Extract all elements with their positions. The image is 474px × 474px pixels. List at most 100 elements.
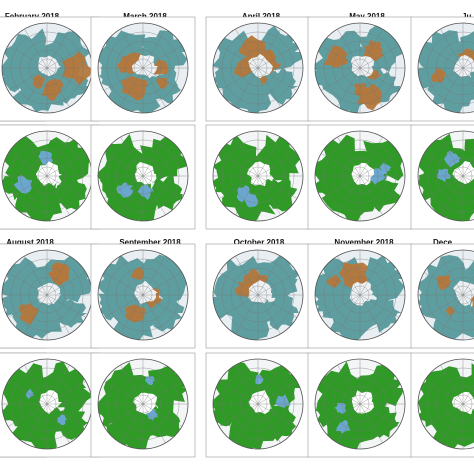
month-title-r1-c2: March 2018 [123,12,167,21]
month-title-r1-c4: May 2018 [349,12,385,21]
map-r2-c1-top [0,243,100,349]
disc-outline [314,358,406,450]
disc-outline [314,130,406,222]
ice-cap [453,55,474,77]
polar-disc [315,23,405,113]
graticule [418,131,474,221]
graticule [98,131,188,221]
highlight-patch [362,39,384,62]
disc-outline [212,249,304,341]
highlight-patch [379,162,392,175]
polar-disc [98,23,188,113]
graticule [315,250,405,340]
highlight-patch [156,77,171,90]
map-r1-c2-bottom [90,124,196,230]
polar-disc [98,359,188,449]
ice-cap [248,53,273,79]
highlight-patch [62,51,92,86]
graticule [2,131,92,221]
map-r1-c4-bottom [307,124,413,230]
graticule [315,23,405,113]
polar-disc [213,23,303,113]
disc-outline [212,130,304,222]
month-title-r2-c1: August 2018 [6,238,54,247]
graticule [213,359,303,449]
polar-disc [315,359,405,449]
polar-disc [213,250,303,340]
land-mass [315,361,405,449]
graticule [315,131,405,221]
highlight-patch [116,182,134,198]
highlight-patch [336,419,350,434]
graticule [98,250,188,340]
graticule [2,23,92,113]
month-title-r1-c1: February 2018 [5,12,60,21]
ice-cap [452,161,474,184]
map-r1-c1-top [0,16,100,122]
highlight-patch [275,394,291,408]
ice-cap [133,280,158,305]
highlight-patch [57,414,68,426]
graticule [315,359,405,449]
map-r2-c5-top [410,243,474,349]
map-r2-c5-bottom [410,352,474,458]
month-title-r2-c2: September 2018 [119,238,181,247]
highlight-patch [325,274,342,288]
disc-outline [97,358,189,450]
highlight-patch [47,262,69,286]
disc-outline [314,249,406,341]
map-r2-c4-top [307,243,413,349]
graticule [98,23,188,113]
polar-disc [315,131,405,221]
highlight-patch [444,150,462,168]
month-title-r2-c3: October 2018 [234,238,285,247]
highlight-patch [259,75,269,85]
graticule [98,359,188,449]
highlight-patch [137,184,154,200]
disc-outline [97,249,189,341]
polar-disc [418,23,474,113]
graticule [213,250,303,340]
polar-disc [418,131,474,221]
highlight-patch [437,168,451,182]
month-title-r2-c4: November 2018 [334,238,394,247]
graticule [418,23,474,113]
map-r2-c2-top [90,243,196,349]
disc-outline [314,22,406,114]
highlight-patch [339,262,369,288]
highlight-patch [431,68,446,83]
polar-disc [2,250,92,340]
month-title-r1-c3: April 2018 [242,12,281,21]
map-r2-c4-bottom [307,352,413,458]
disc-outline [212,22,304,114]
graticule [418,359,474,449]
polar-disc [98,131,188,221]
disc-outline [97,130,189,222]
highlight-patch [18,303,39,325]
map-r1-c3-top [205,16,311,122]
map-r1-c5-top [410,16,474,122]
highlight-patch [144,375,156,386]
ice-cap [351,162,375,186]
ice-cap [37,55,61,77]
graticule [213,23,303,113]
polar-disc [315,250,405,340]
highlight-patch [323,45,348,68]
polar-disc [418,359,474,449]
ice-cap [247,161,271,187]
highlight-patch [13,175,33,194]
graticule [418,250,474,340]
ice-cap [248,280,273,304]
land-mass [315,254,405,340]
highlight-patch [117,55,137,75]
map-r2-c1-bottom [0,352,100,458]
ice-cap [35,161,62,186]
disc-outline [212,358,304,450]
highlight-patch [130,266,145,280]
disc-outline [97,22,189,114]
graticule [2,359,92,449]
disc-outline [417,130,474,222]
ice-cap [135,162,157,185]
map-r1-c5-bottom [410,124,474,230]
